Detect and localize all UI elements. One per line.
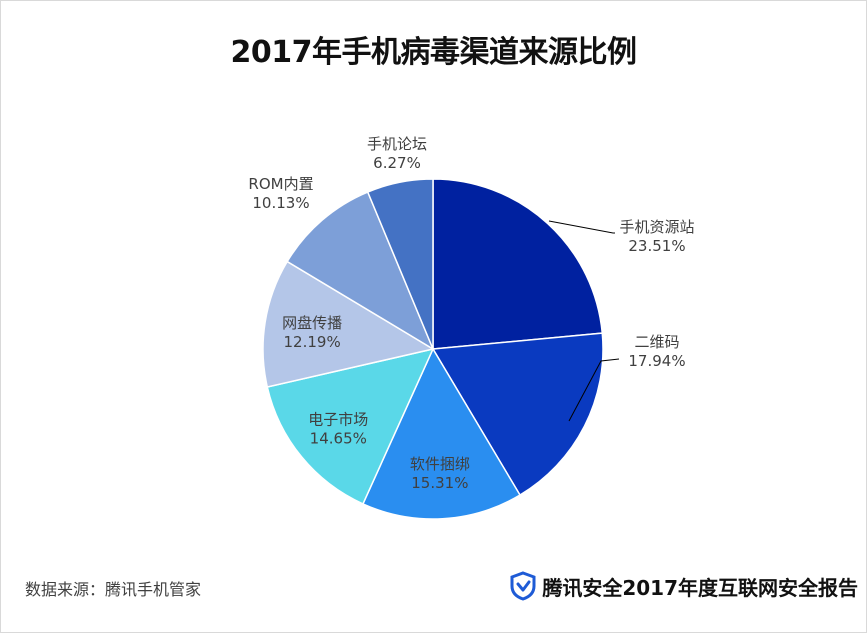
pie-slice — [366, 178, 434, 350]
pie-slice — [432, 178, 604, 350]
pie-slice — [266, 347, 435, 505]
shield-icon — [510, 571, 536, 601]
leader-line — [548, 220, 615, 234]
slice-category-label: 二维码 — [634, 333, 679, 351]
slice-category-label: 手机资源站 — [619, 218, 694, 236]
pie-slice — [262, 260, 435, 388]
brand-text: 腾讯安全2017年度互联网安全报告 — [542, 575, 858, 600]
slice-value-label: 14.65% — [310, 430, 367, 448]
data-source: 数据来源：腾讯手机管家 — [25, 580, 202, 599]
slice-category-label: 网盘传播 — [282, 314, 342, 332]
slice-value-label: 12.19% — [284, 333, 341, 351]
slice-value-label: 23.51% — [628, 237, 685, 255]
chart-title: 2017年手机病毒渠道来源比例 — [230, 35, 638, 70]
slice-category-label: ROM内置 — [248, 175, 313, 193]
pie-slice — [361, 347, 522, 520]
slice-value-label: 6.27% — [373, 154, 421, 172]
leader-line — [568, 358, 620, 422]
slice-category-label: 电子市场 — [308, 411, 368, 429]
pie-slice — [431, 332, 604, 497]
pie-slice — [286, 191, 435, 351]
slice-value-label: 15.31% — [411, 474, 468, 492]
slice-value-label: 17.94% — [628, 352, 685, 370]
brand-footer: 腾讯安全2017年度互联网安全报告 — [510, 571, 858, 601]
slice-category-label: 软件捆绑 — [410, 455, 470, 473]
slice-category-label: 手机论坛 — [367, 135, 427, 153]
slice-value-label: 10.13% — [252, 194, 309, 212]
